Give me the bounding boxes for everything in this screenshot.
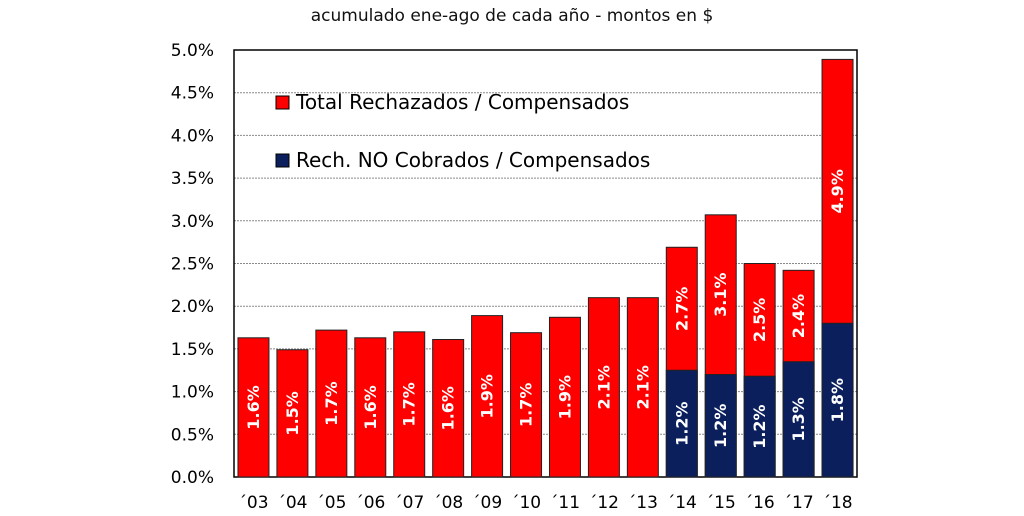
data-label-total: 1.7% — [517, 383, 536, 427]
data-label-no-cobrados: 1.2% — [711, 404, 730, 448]
x-tick-label: ´17 — [784, 493, 814, 513]
data-label-total: 2.4% — [789, 294, 808, 338]
y-tick-label: 3.5% — [171, 169, 214, 189]
bar-no-cobrados — [782, 361, 815, 478]
y-tick-label: 5.0% — [171, 41, 214, 61]
x-tick-label: ´07 — [394, 493, 424, 513]
bar-total-rechazados — [587, 297, 620, 478]
bar-total-rechazados — [354, 337, 387, 478]
data-label-total: 3.1% — [711, 272, 730, 316]
data-label-total: 2.5% — [750, 298, 769, 342]
data-label-total: 2.7% — [672, 287, 691, 331]
bar-total-rechazados — [510, 332, 543, 478]
x-tick-label: ´06 — [355, 493, 385, 513]
legend-label: Total Rechazados / Compensados — [295, 90, 629, 114]
x-tick-label: ´18 — [822, 493, 852, 513]
plot-frame — [233, 49, 858, 478]
data-label-total: 2.1% — [594, 365, 613, 409]
bar-total-rechazados — [548, 316, 581, 478]
data-label-total: 1.6% — [244, 385, 263, 429]
data-label-total: 1.5% — [283, 391, 302, 435]
y-tick-label: 2.5% — [171, 255, 214, 275]
y-tick-label: 2.0% — [171, 297, 214, 317]
data-label-total: 1.9% — [555, 375, 574, 419]
data-label-total: 1.7% — [322, 381, 341, 425]
bar-total-rechazados — [471, 315, 504, 478]
data-label-total: 1.6% — [439, 386, 458, 430]
x-tick-label: ´10 — [511, 493, 541, 513]
data-label-no-cobrados: 1.2% — [672, 401, 691, 445]
x-tick-label: ´15 — [706, 493, 736, 513]
data-label-total: 1.7% — [400, 382, 419, 426]
x-tick-label: ´03 — [238, 493, 268, 513]
x-tick-label: ´09 — [472, 493, 502, 513]
x-tick-label: ´14 — [667, 493, 697, 513]
bar-total-rechazados — [315, 329, 348, 478]
x-tick-label: ´11 — [550, 493, 580, 513]
data-label-no-cobrados: 1.2% — [750, 404, 769, 448]
x-tick-label: ´13 — [628, 493, 658, 513]
bar-total-rechazados — [276, 349, 309, 478]
bar-no-cobrados — [821, 322, 854, 478]
data-label-no-cobrados: 1.3% — [789, 397, 808, 441]
legend-label: Rech. NO Cobrados / Compensados — [296, 148, 650, 172]
data-label-total: 4.9% — [828, 169, 847, 213]
bar-total-rechazados — [237, 337, 270, 478]
bar-no-cobrados — [704, 374, 737, 478]
x-tick-label: ´16 — [745, 493, 775, 513]
legend-swatch — [275, 95, 290, 110]
data-label-no-cobrados: 1.8% — [828, 378, 847, 422]
y-tick-label: 4.5% — [171, 84, 214, 104]
chart-title: acumulado ene-ago de cada año - montos e… — [310, 6, 714, 26]
data-label-total: 2.1% — [633, 365, 652, 409]
y-tick-label: 1.5% — [171, 340, 214, 360]
x-tick-label: ´04 — [277, 493, 307, 513]
legend-swatch — [275, 153, 290, 168]
x-tick-label: ´12 — [589, 493, 619, 513]
bar-total-rechazados — [626, 297, 659, 478]
data-label-total: 1.9% — [478, 374, 497, 418]
x-tick-label: ´05 — [316, 493, 346, 513]
y-tick-label: 4.0% — [171, 126, 214, 146]
data-label-total: 1.6% — [361, 385, 380, 429]
y-tick-label: 1.0% — [171, 383, 214, 403]
y-tick-label: 3.0% — [171, 212, 214, 232]
x-tick-label: ´08 — [433, 493, 463, 513]
bar-no-cobrados — [665, 369, 698, 478]
y-tick-label: 0.0% — [171, 468, 214, 488]
bar-total-rechazados — [432, 339, 465, 478]
y-tick-label: 0.5% — [171, 425, 214, 445]
bar-no-cobrados — [743, 375, 776, 478]
bar-total-rechazados — [393, 331, 426, 478]
